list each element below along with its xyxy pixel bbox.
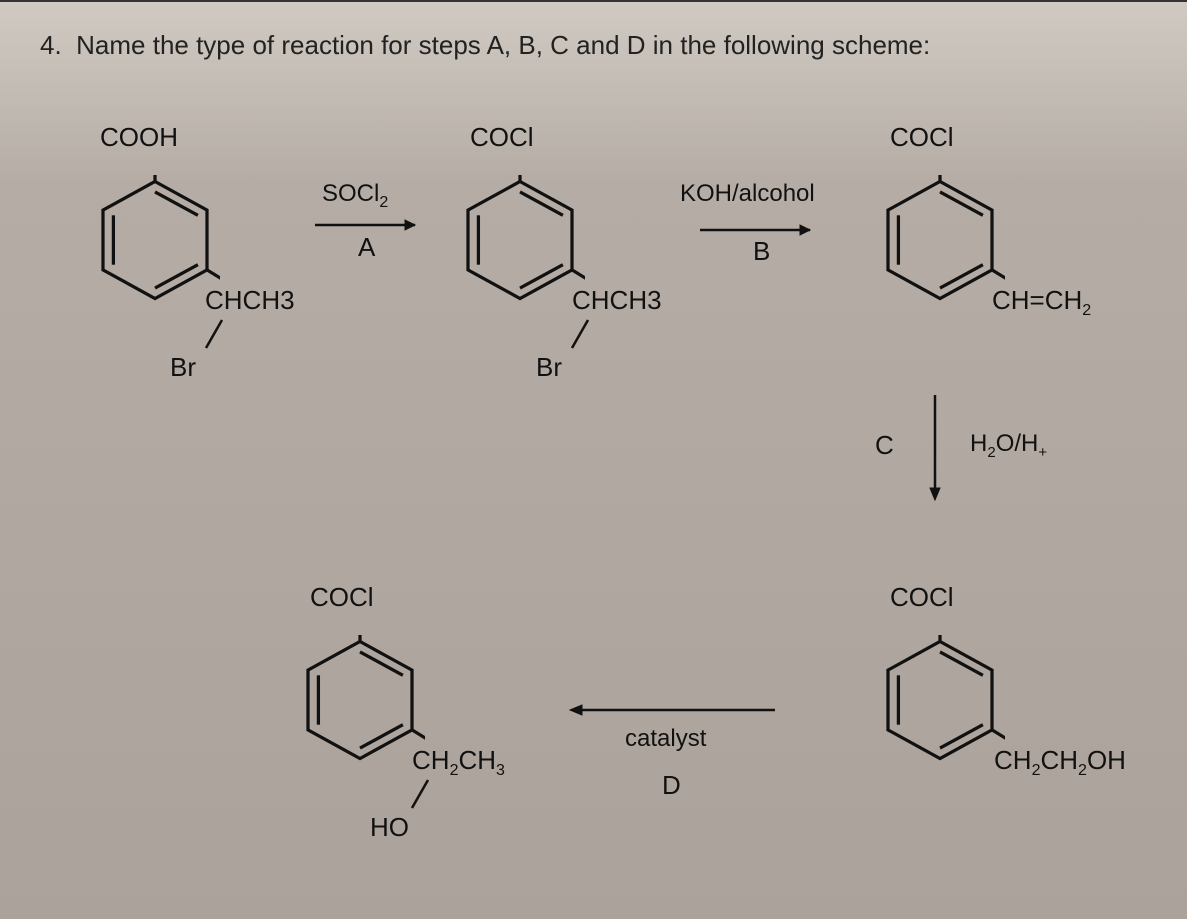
arrow-c-step: C <box>875 430 894 461</box>
question-body: Name the type of reaction for steps A, B… <box>76 30 930 60</box>
arrow-a-reagent: SOCl2 <box>322 180 388 212</box>
molecule-4-top-label: COCl <box>890 582 954 613</box>
molecule-2-bond-down <box>566 318 606 358</box>
molecule-3-side-label: CH=CH2 <box>992 285 1091 320</box>
molecule-1-sub-label: Br <box>170 352 196 383</box>
arrow-c <box>920 390 950 510</box>
molecule-3-ring <box>875 175 1005 305</box>
molecule-1-side-label: CHCH3 <box>205 285 295 316</box>
question-number: 4. <box>40 30 62 60</box>
arrow-d <box>560 695 780 725</box>
arrow-d-step: D <box>662 770 681 801</box>
molecule-4-ring <box>875 635 1005 765</box>
molecule-2-sub-label: Br <box>536 352 562 383</box>
molecule-5-ring <box>295 635 425 765</box>
arrow-d-reagent: catalyst <box>625 725 706 753</box>
arrow-b-reagent: KOH/alcohol <box>680 180 815 208</box>
molecule-2-top-label: COCl <box>470 122 534 153</box>
molecule-4-side-label: CH2CH2OH <box>994 745 1126 780</box>
molecule-5-top-label: COCl <box>310 582 374 613</box>
arrow-b-step: B <box>753 236 770 267</box>
top-border <box>0 0 1187 2</box>
arrow-c-reagent: H2O/H+ <box>970 430 1047 461</box>
molecule-2-ring <box>455 175 585 305</box>
molecule-1-top-label: COOH <box>100 122 178 153</box>
molecule-1-bond-down <box>200 318 240 358</box>
molecule-5-bond-down <box>406 778 446 818</box>
question-text: 4. Name the type of reaction for steps A… <box>40 30 1147 61</box>
molecule-2-side-label: CHCH3 <box>572 285 662 316</box>
molecule-5-sub-label: HO <box>370 812 409 843</box>
molecule-1-ring <box>90 175 220 305</box>
page: 4. Name the type of reaction for steps A… <box>0 0 1187 919</box>
arrow-a-step: A <box>358 232 375 263</box>
molecule-3-top-label: COCl <box>890 122 954 153</box>
molecule-5-side-label: CH2CH3 <box>412 745 505 780</box>
